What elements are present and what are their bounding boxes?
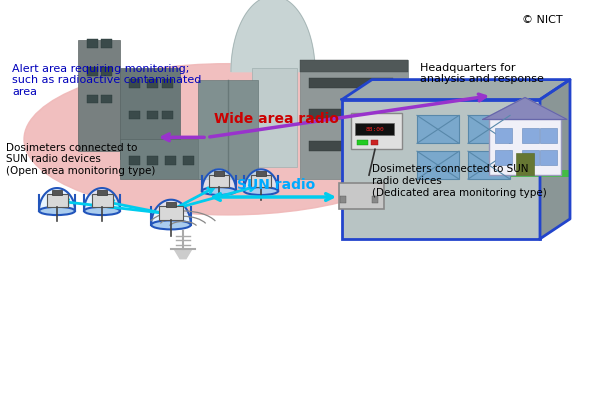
FancyBboxPatch shape (129, 111, 140, 119)
FancyBboxPatch shape (120, 68, 180, 159)
FancyBboxPatch shape (101, 39, 112, 48)
Ellipse shape (202, 187, 236, 195)
FancyBboxPatch shape (468, 151, 510, 179)
FancyBboxPatch shape (101, 95, 112, 103)
FancyBboxPatch shape (47, 194, 67, 207)
Polygon shape (244, 169, 278, 191)
FancyBboxPatch shape (209, 175, 229, 187)
FancyBboxPatch shape (52, 190, 62, 195)
Polygon shape (202, 169, 236, 191)
FancyBboxPatch shape (309, 78, 393, 88)
FancyBboxPatch shape (495, 150, 512, 165)
FancyBboxPatch shape (372, 196, 378, 203)
FancyBboxPatch shape (92, 194, 113, 207)
FancyBboxPatch shape (468, 115, 510, 143)
FancyBboxPatch shape (522, 128, 539, 143)
FancyBboxPatch shape (516, 153, 534, 175)
FancyBboxPatch shape (101, 67, 112, 76)
Polygon shape (174, 249, 192, 259)
FancyBboxPatch shape (129, 156, 140, 165)
Polygon shape (151, 200, 191, 225)
Polygon shape (483, 98, 567, 119)
FancyBboxPatch shape (256, 172, 266, 176)
FancyBboxPatch shape (183, 156, 194, 165)
FancyBboxPatch shape (160, 207, 182, 220)
FancyBboxPatch shape (198, 80, 258, 179)
Text: 88:00: 88:00 (365, 127, 385, 132)
FancyBboxPatch shape (162, 111, 173, 119)
Text: Wide area radio: Wide area radio (214, 112, 338, 127)
FancyBboxPatch shape (340, 196, 346, 203)
FancyBboxPatch shape (417, 115, 459, 143)
FancyBboxPatch shape (495, 128, 512, 143)
FancyBboxPatch shape (162, 79, 173, 88)
FancyBboxPatch shape (147, 111, 158, 119)
FancyBboxPatch shape (129, 79, 140, 88)
FancyBboxPatch shape (120, 139, 228, 179)
FancyBboxPatch shape (355, 123, 394, 135)
FancyBboxPatch shape (522, 150, 539, 165)
FancyBboxPatch shape (477, 170, 570, 177)
FancyBboxPatch shape (97, 190, 107, 195)
FancyBboxPatch shape (300, 60, 408, 72)
Ellipse shape (244, 187, 278, 195)
FancyBboxPatch shape (489, 119, 561, 175)
Text: Dosimeters connected to
SUN radio devices
(Open area monitoring type): Dosimeters connected to SUN radio device… (6, 142, 155, 176)
Ellipse shape (39, 207, 75, 215)
FancyBboxPatch shape (147, 156, 158, 165)
FancyBboxPatch shape (147, 79, 158, 88)
Text: Headquarters for
analysis and response: Headquarters for analysis and response (420, 63, 544, 84)
FancyBboxPatch shape (540, 150, 557, 165)
Text: SUN radio: SUN radio (237, 178, 315, 192)
FancyBboxPatch shape (540, 128, 557, 143)
FancyBboxPatch shape (342, 100, 540, 239)
FancyBboxPatch shape (252, 68, 297, 167)
FancyBboxPatch shape (309, 141, 393, 151)
FancyBboxPatch shape (351, 113, 402, 149)
FancyBboxPatch shape (339, 183, 384, 209)
FancyBboxPatch shape (87, 95, 98, 103)
Ellipse shape (84, 207, 120, 215)
FancyBboxPatch shape (411, 92, 435, 179)
Polygon shape (231, 0, 315, 72)
FancyBboxPatch shape (251, 175, 271, 187)
FancyBboxPatch shape (166, 202, 176, 207)
FancyBboxPatch shape (417, 151, 459, 179)
Polygon shape (39, 188, 75, 211)
Text: Alert area requiring monitoring;
such as radioactive contaminated
area: Alert area requiring monitoring; such as… (12, 64, 202, 97)
FancyBboxPatch shape (371, 140, 378, 145)
Ellipse shape (24, 64, 432, 215)
FancyBboxPatch shape (300, 60, 408, 179)
FancyBboxPatch shape (165, 156, 176, 165)
Ellipse shape (151, 220, 191, 229)
FancyBboxPatch shape (309, 109, 393, 119)
Polygon shape (84, 188, 120, 211)
Polygon shape (540, 80, 570, 239)
Polygon shape (342, 80, 570, 100)
FancyBboxPatch shape (78, 40, 120, 151)
FancyBboxPatch shape (87, 39, 98, 48)
FancyBboxPatch shape (357, 140, 368, 145)
Text: Dosimeters connected to SUN
radio devices
(Dedicated area monitoring type): Dosimeters connected to SUN radio device… (372, 164, 547, 198)
FancyBboxPatch shape (87, 67, 98, 76)
FancyBboxPatch shape (214, 172, 224, 176)
Text: © NICT: © NICT (522, 15, 563, 25)
